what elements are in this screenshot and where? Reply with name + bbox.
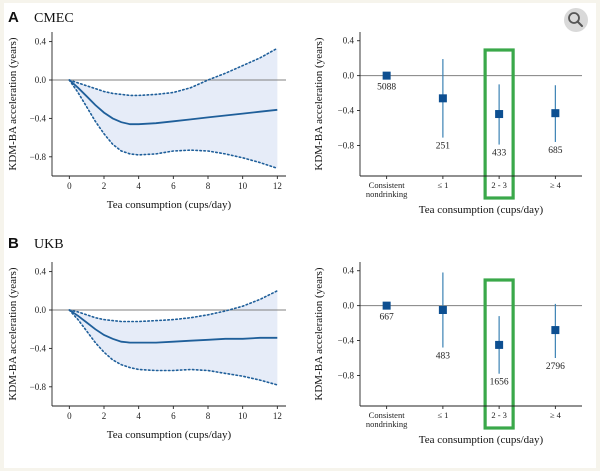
a-spline-xtick-label: 2 xyxy=(102,181,107,191)
b-spline-ci-band xyxy=(69,290,278,385)
b-cat-category-label: nondrinking xyxy=(366,419,408,429)
b-spline-upper-ci-line xyxy=(68,289,279,323)
b-cat-category-label: ≤ 1 xyxy=(437,410,448,420)
b-cat-point-marker xyxy=(495,340,504,349)
watermark-text: 天境健康 xyxy=(528,449,572,463)
b-spline-lower-ci-line xyxy=(68,309,279,386)
a-spline-x-axis-label: Tea consumption (cups/day) xyxy=(107,199,232,211)
a-cat-category-label: nondrinking xyxy=(366,189,408,199)
a-cat-category-label: 2 - 3 xyxy=(491,180,507,190)
watermark: 天境健康 xyxy=(512,449,572,463)
a-spline-ytick-label: −0.8 xyxy=(30,152,47,162)
a-cat-ytick-label: −0.8 xyxy=(338,140,355,150)
panel-b: B UKB 0.4 0.0 −0.4 −0.8 0 2 4 6 8 10 12 Tea consump… xyxy=(7,235,582,446)
b-cat-count-label: 2796 xyxy=(546,362,565,372)
a-cat-point-marker xyxy=(551,109,560,118)
figure-area xyxy=(4,3,596,468)
search-magnifier-icon[interactable] xyxy=(564,8,588,32)
a-cat-ytick-label: 0.0 xyxy=(343,71,355,81)
a-cat-ytick-label: −0.4 xyxy=(338,106,355,116)
b-cat-count-label: 483 xyxy=(436,352,451,362)
a-cat-highlight-box xyxy=(483,48,515,200)
b-cat-category-label: Consistent xyxy=(369,410,406,420)
b-cat-ytick-label: 0.0 xyxy=(343,301,355,311)
b-spline-ytick-label: 0.4 xyxy=(35,267,47,277)
a-cat-category-label: ≥ 4 xyxy=(550,180,562,190)
b-spline-ytick-label: 0.0 xyxy=(35,305,47,315)
a-spline-ytick-label: −0.4 xyxy=(30,113,47,123)
b-spline-xtick-label: 8 xyxy=(206,411,211,421)
a-cat-category-label: Consistent xyxy=(369,180,406,190)
a-spline-xtick-label: 12 xyxy=(273,181,282,191)
panel-b-letter: B xyxy=(8,235,19,252)
b-spline-x-axis-label: Tea consumption (cups/day) xyxy=(107,429,232,441)
a-cat-count-label: 433 xyxy=(492,149,507,159)
b-cat-point-marker xyxy=(551,326,560,335)
a-cat-count-label: 5088 xyxy=(377,83,396,93)
b-cat-ytick-label: −0.4 xyxy=(338,336,355,346)
chart-b-spline: 0.4 0.0 −0.4 −0.8 0 2 4 6 8 10 12 Tea consumption (… xyxy=(7,262,286,441)
b-cat-point-marker xyxy=(382,301,391,310)
b-cat-y-axis-label: KDM-BA acceleration (years) xyxy=(313,267,325,401)
b-spline-xtick-label: 4 xyxy=(136,411,141,421)
a-spline-ytick-label: 0.0 xyxy=(35,75,47,85)
b-spline-xtick-label: 6 xyxy=(171,411,176,421)
b-spline-xtick-label: 10 xyxy=(238,411,248,421)
b-spline-estimate-line xyxy=(68,309,278,344)
b-cat-count-label: 667 xyxy=(380,313,395,323)
b-cat-ytick-label: −0.8 xyxy=(338,370,355,380)
b-spline-xtick-label: 12 xyxy=(273,411,282,421)
a-spline-xtick-label: 4 xyxy=(136,181,141,191)
a-cat-point-marker xyxy=(438,94,447,103)
a-spline-xtick-label: 8 xyxy=(206,181,211,191)
b-cat-category-label: 2 - 3 xyxy=(491,410,507,420)
a-spline-xtick-label: 6 xyxy=(171,181,176,191)
a-cat-point-marker xyxy=(382,71,391,80)
a-spline-upper-ci-line xyxy=(68,47,279,97)
a-cat-x-axis-label: Tea consumption (cups/day) xyxy=(419,204,544,216)
b-cat-ytick-label: 0.4 xyxy=(343,266,355,276)
a-cat-category-label: ≤ 1 xyxy=(437,180,448,190)
a-spline-xtick-label: 10 xyxy=(238,181,248,191)
b-cat-count-label: 1656 xyxy=(490,378,509,388)
b-spline-xtick-label: 2 xyxy=(102,411,107,421)
panel-b-cohort: UKB xyxy=(34,237,64,252)
a-cat-count-label: 251 xyxy=(436,142,451,152)
b-spline-ytick-label: −0.8 xyxy=(30,382,47,392)
a-cat-y-axis-label: KDM-BA acceleration (years) xyxy=(313,37,325,171)
b-cat-point-marker xyxy=(438,306,447,314)
b-cat-x-axis-label: Tea consumption (cups/day) xyxy=(419,434,544,446)
a-cat-ytick-label: 0.4 xyxy=(343,36,355,46)
b-spline-ytick-label: −0.4 xyxy=(30,343,47,353)
a-spline-ytick-label: 0.4 xyxy=(35,37,47,47)
a-cat-point-marker xyxy=(495,110,504,119)
a-spline-xtick-label: 0 xyxy=(67,181,72,191)
b-cat-highlight-box xyxy=(483,278,515,430)
b-spline-xtick-label: 0 xyxy=(67,411,72,421)
a-spline-ci-band xyxy=(69,48,278,169)
a-spline-y-axis-label: KDM-BA acceleration (years) xyxy=(7,37,19,171)
b-cat-category-label: ≥ 4 xyxy=(550,410,562,420)
a-spline-lower-ci-line xyxy=(68,79,279,170)
a-spline-estimate-line xyxy=(68,79,278,126)
panel-a-letter: A xyxy=(8,9,19,26)
panel-a-cohort: CMEC xyxy=(34,11,74,26)
panel-a: A CMEC 0.4 0.0 −0.4 −0.8 0 2 4 6 8 10 12 Tea consum… xyxy=(7,9,582,216)
b-spline-y-axis-label: KDM-BA acceleration (years) xyxy=(7,267,19,401)
chart-a-spline: 0.4 0.0 −0.4 −0.8 0 2 4 6 8 10 12 Tea consumption (… xyxy=(7,32,286,211)
a-cat-count-label: 685 xyxy=(548,146,563,156)
